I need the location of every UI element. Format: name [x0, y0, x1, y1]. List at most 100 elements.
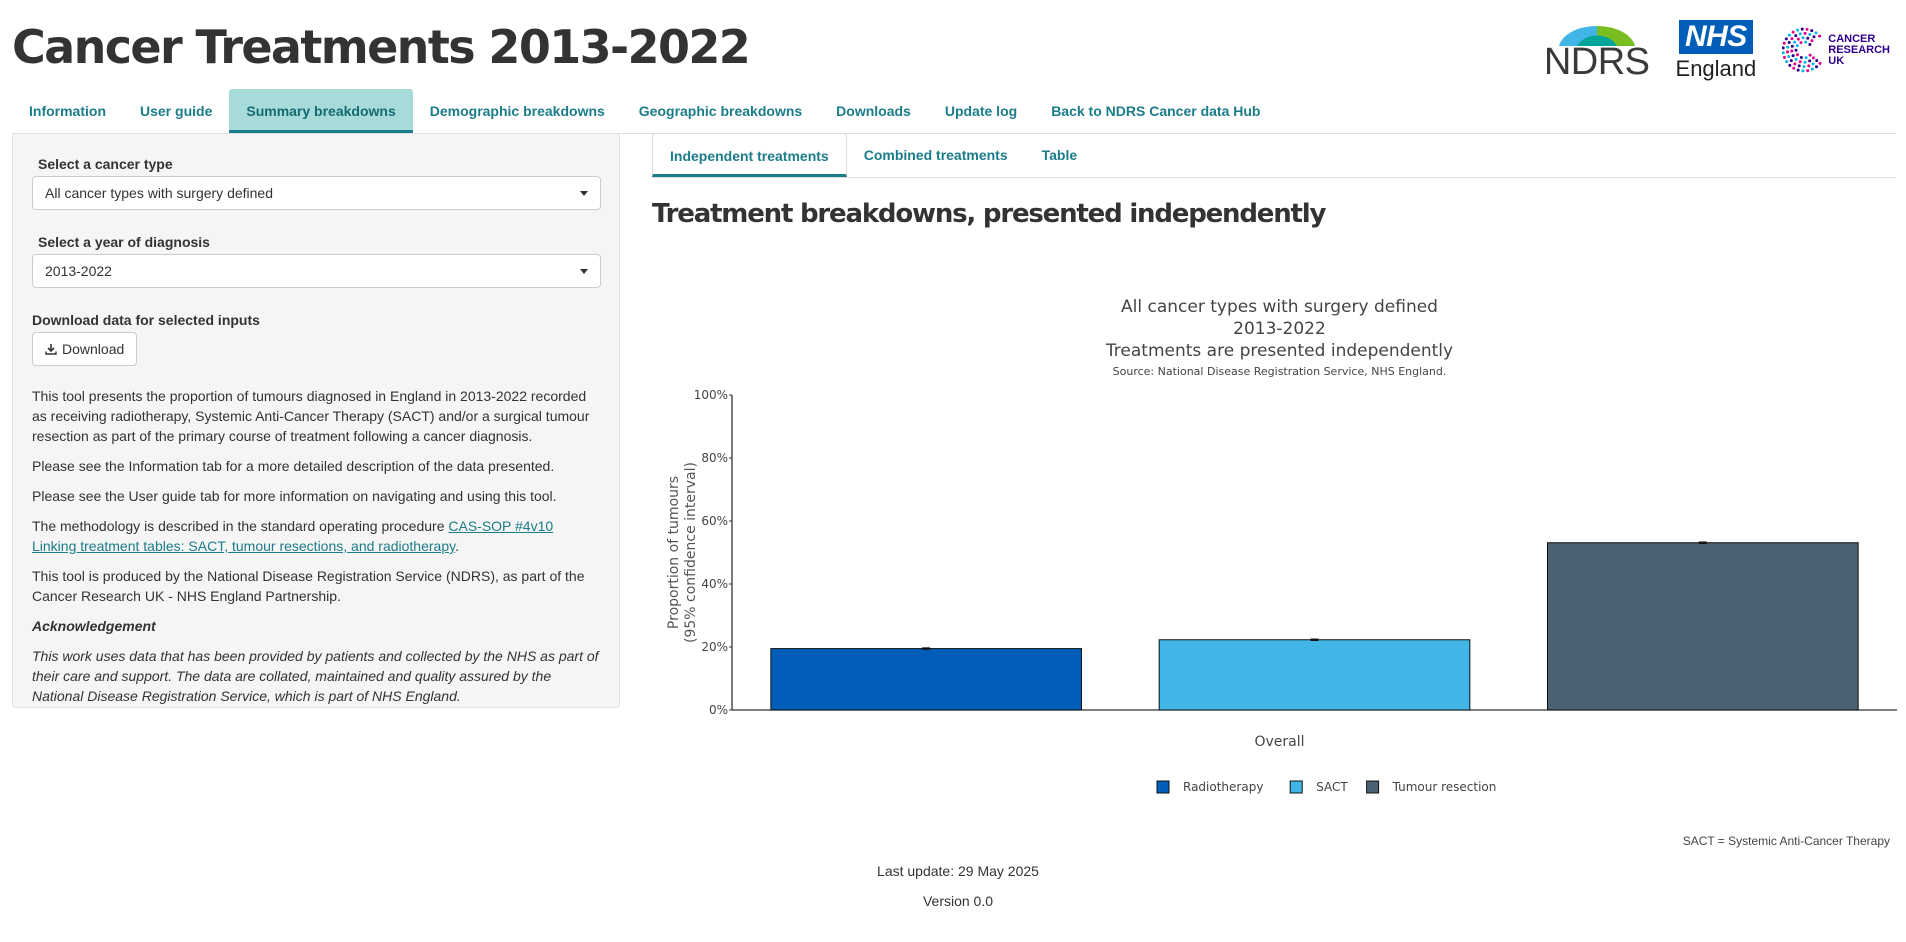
cruk-dot — [1806, 36, 1810, 40]
nav-tab-information[interactable]: Information — [29, 103, 106, 119]
cruk-dot — [1814, 31, 1818, 35]
cruk-dot — [1794, 48, 1798, 52]
cruk-dot — [1812, 56, 1816, 60]
tab-independent-treatments[interactable]: Independent treatments — [652, 133, 847, 177]
download-button-label: Download — [62, 341, 125, 357]
cruk-c-icon — [1782, 27, 1822, 73]
cruk-dot — [1786, 45, 1790, 49]
y-tick-label: 80% — [701, 451, 728, 465]
section-title: Treatment breakdowns, presented independ… — [652, 199, 1326, 229]
last-update: Last update: 29 May 2025 — [877, 863, 1039, 879]
cruk-line-1: CANCER — [1828, 32, 1876, 45]
legend-label: Radiotherapy — [1183, 780, 1263, 794]
cancer-type-select[interactable]: All cancer types with surgery defined — [32, 176, 601, 210]
bar-sact — [1158, 639, 1471, 711]
download-button[interactable]: Download — [32, 332, 138, 366]
description: This tool presents the proportion of tum… — [32, 386, 600, 706]
year-select[interactable]: 2013-2022 — [32, 254, 601, 288]
cruk-line-3: UK — [1828, 54, 1845, 67]
cruk-dot — [1787, 41, 1791, 45]
cruk-dot — [1818, 61, 1822, 65]
cruk-dot — [1783, 41, 1787, 45]
nhs-logo-box: NHS — [1678, 20, 1753, 54]
year-value: 2013-2022 — [45, 263, 112, 279]
nav-link-data-hub[interactable]: Back to NDRS Cancer data Hub — [1051, 103, 1261, 119]
cancer-type-label: Select a cancer type — [38, 156, 173, 172]
methodology-suffix: . — [455, 538, 459, 554]
desc-paragraph-1: This tool presents the proportion of tum… — [32, 388, 590, 444]
ndrs-arc-icon — [1558, 25, 1635, 46]
version-label: Version 0.0 — [922, 893, 994, 909]
cruk-dot — [1811, 62, 1815, 66]
main-nav: Information User guide Summary breakdown… — [12, 89, 1896, 134]
desc-paragraph-3: Please see the User guide tab for more i… — [32, 488, 557, 504]
chart-title-line: Treatments are presented independently — [1105, 341, 1453, 361]
cruk-logo: CANCER RESEARCH UK — [1782, 26, 1890, 74]
cruk-dot — [1815, 59, 1819, 63]
y-tick-label: 0% — [709, 703, 728, 717]
sop-link[interactable]: CAS-SOP #4v10 Linking treatment tables: … — [32, 518, 554, 554]
nav-tab-downloads[interactable]: Downloads — [836, 103, 911, 119]
cruk-dot — [1794, 57, 1798, 61]
ndrs-logo: NDRS — [1543, 22, 1650, 83]
cruk-dot — [1797, 64, 1801, 68]
bar-tumour-resection — [1547, 542, 1859, 711]
nav-tab-user-guide[interactable]: User guide — [140, 103, 213, 119]
cruk-dot — [1793, 40, 1797, 44]
cruk-dot — [1801, 27, 1805, 31]
tab-combined-treatments[interactable]: Combined treatments — [863, 147, 1008, 163]
cruk-dot — [1808, 32, 1812, 36]
ndrs-logo-text: NDRS — [1543, 41, 1650, 83]
cruk-dot — [1798, 32, 1802, 36]
legend-label: SACT — [1316, 780, 1348, 794]
acknowledgement-text: This work uses data that has been provid… — [32, 648, 599, 704]
desc-paragraph-2: Please see the Information tab for a mor… — [32, 458, 555, 474]
sidebar-panel: Select a cancer type All cancer types wi… — [12, 133, 620, 708]
cruk-dot — [1803, 60, 1807, 64]
legend-swatch — [1289, 780, 1303, 794]
nav-tab-demographic-breakdowns[interactable]: Demographic breakdowns — [429, 103, 605, 119]
tab-table[interactable]: Table — [1041, 147, 1078, 163]
cruk-dot — [1799, 41, 1803, 45]
cruk-dot — [1783, 55, 1787, 59]
cruk-dot — [1791, 30, 1795, 34]
cruk-dot — [1796, 44, 1800, 48]
cruk-dot — [1787, 55, 1791, 59]
nav-tab-summary-breakdowns[interactable]: Summary breakdowns — [229, 89, 413, 133]
cruk-dot — [1782, 51, 1786, 55]
cruk-dot — [1799, 60, 1803, 64]
cruk-dot — [1791, 44, 1795, 48]
cruk-dot — [1818, 34, 1822, 38]
chart-title-line: 2013-2022 — [1233, 319, 1326, 339]
cruk-dot — [1790, 37, 1794, 41]
cruk-dot — [1796, 53, 1800, 57]
cruk-dot — [1782, 46, 1785, 50]
cruk-dot — [1790, 49, 1794, 53]
cruk-dot — [1793, 62, 1797, 66]
treatment-bar-chart: All cancer types with surgery defined201… — [666, 297, 1897, 794]
methodology-text: The methodology is described in the stan… — [32, 518, 449, 534]
page-title: Cancer Treatments 2013-2022 — [12, 20, 751, 74]
treatment-subtabs: Independent treatments Combined treatmen… — [652, 133, 1896, 178]
desc-paragraph-4: The methodology is described in the stan… — [32, 516, 600, 556]
cruk-dot — [1802, 65, 1806, 69]
nav-tab-update-log[interactable]: Update log — [944, 103, 1018, 119]
nhs-england-logo: NHS England — [1675, 20, 1757, 82]
cruk-dot — [1786, 50, 1790, 54]
cruk-logo-text: CANCER RESEARCH UK — [1828, 32, 1890, 67]
cruk-dot — [1794, 34, 1798, 38]
cruk-dot — [1808, 43, 1812, 47]
nhs-logo-subtitle: England — [1675, 56, 1757, 81]
desc-paragraph-5: This tool is produced by the National Di… — [32, 568, 585, 604]
cruk-dot — [1804, 40, 1808, 44]
cruk-dot — [1806, 69, 1810, 73]
nav-tab-geographic-breakdowns[interactable]: Geographic breakdowns — [638, 103, 803, 119]
cruk-dot — [1812, 35, 1816, 39]
cruk-dot — [1788, 33, 1792, 37]
cruk-dot — [1810, 39, 1814, 43]
bar-radiotherapy — [770, 648, 1082, 711]
cruk-dot — [1785, 37, 1789, 41]
cruk-dot — [1805, 27, 1809, 31]
logo-group: NDRS NHS England CANCER RESEARCH UK — [1544, 16, 1890, 82]
chevron-down-icon — [580, 191, 588, 196]
